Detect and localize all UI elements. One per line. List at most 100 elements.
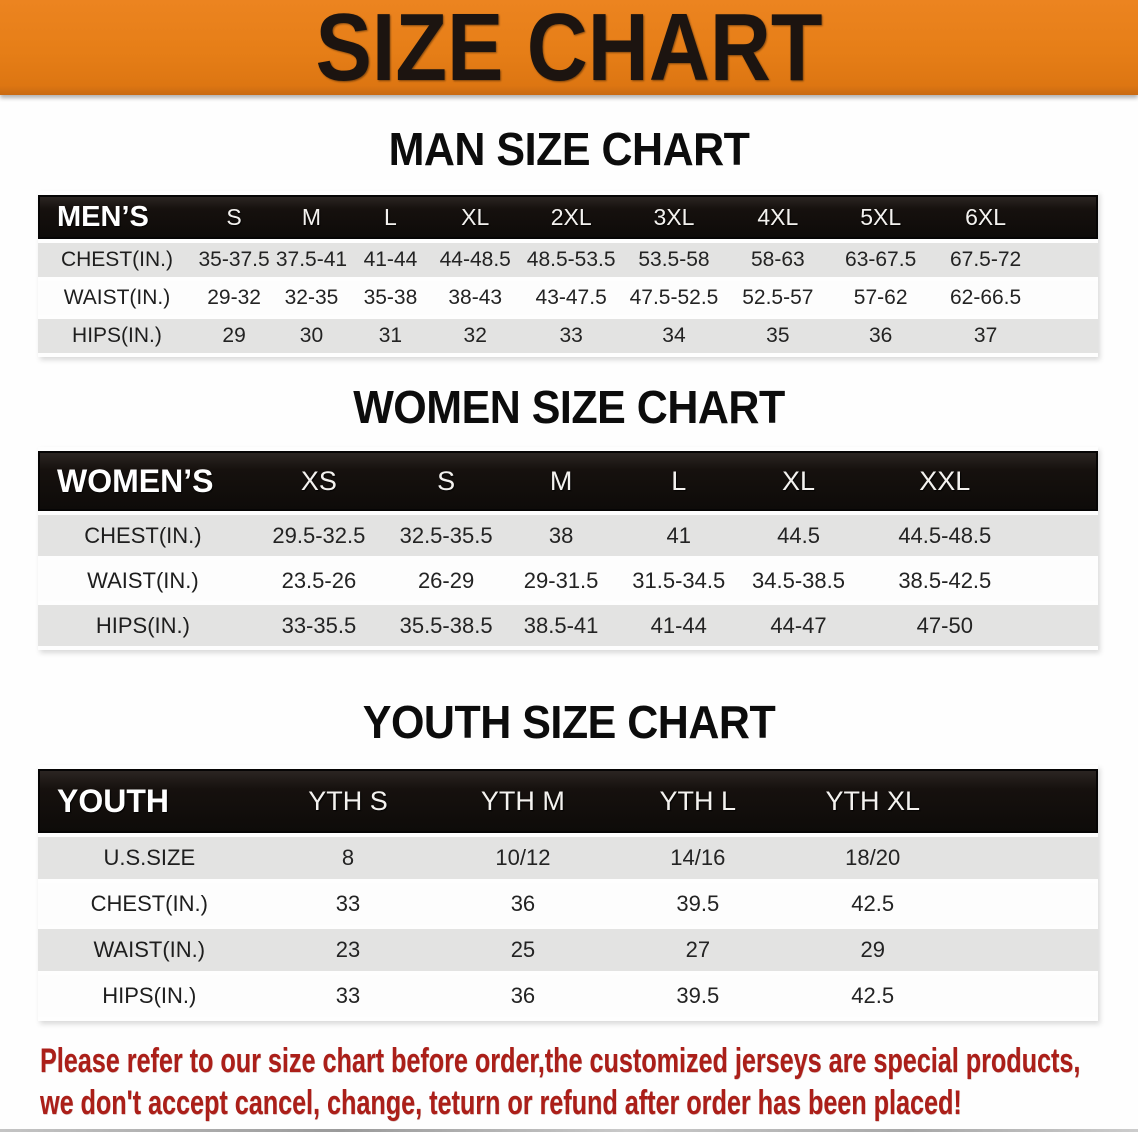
table-row: WAIST(IN.) 23 25 27 29 bbox=[38, 929, 1098, 971]
value-cell: 36 bbox=[435, 975, 611, 1017]
row-label: CHEST(IN.) bbox=[38, 515, 248, 556]
value-cell: 38.5-41 bbox=[502, 605, 620, 646]
value-cell: 41 bbox=[619, 515, 738, 556]
header-row: YOUTH YTH S YTH M YTH L YTH XL bbox=[38, 769, 1098, 833]
header-row: WOMEN’S XS S M L XL XXL bbox=[38, 451, 1098, 511]
value-cell: 37 bbox=[931, 319, 1040, 353]
size-header-cell: 2XL bbox=[520, 195, 623, 239]
women-section-title-text: WOMEN SIZE CHART bbox=[353, 382, 785, 434]
banner: SIZE CHART bbox=[0, 0, 1138, 101]
value-cell: 48.5-53.5 bbox=[520, 243, 623, 277]
value-cell: 33 bbox=[260, 883, 436, 925]
value-cell: 47.5-52.5 bbox=[622, 281, 726, 315]
value-cell: 8 bbox=[260, 837, 436, 879]
row-label: WAIST(IN.) bbox=[38, 560, 248, 601]
row-label: CHEST(IN.) bbox=[38, 243, 196, 277]
header-row: MEN’S S M L XL 2XL 3XL 4XL 5XL 6XL bbox=[38, 195, 1098, 239]
value-cell: 42.5 bbox=[785, 883, 961, 925]
row-label: WAIST(IN.) bbox=[38, 929, 261, 971]
size-header-cell: YTH XL bbox=[785, 769, 961, 833]
value-cell: 39.5 bbox=[610, 975, 786, 1017]
table-row: U.S.SIZE 8 10/12 14/16 18/20 bbox=[38, 837, 1098, 879]
men-table-header: MEN’S S M L XL 2XL 3XL 4XL 5XL 6XL bbox=[38, 195, 1098, 239]
size-header-cell: 4XL bbox=[725, 195, 830, 239]
row-spacer-cell bbox=[1030, 560, 1098, 601]
value-cell: 23 bbox=[260, 929, 436, 971]
youth-size-table: YOUTH YTH S YTH M YTH L YTH XL U.S.SIZE 8 10/1… bbox=[38, 765, 1098, 1021]
women-table-header: WOMEN’S XS S M L XL XXL bbox=[38, 451, 1098, 511]
value-cell: 32 bbox=[430, 319, 521, 353]
table-row: WAIST(IN.) 23.5-26 26-29 29-31.5 31.5-34.5 34… bbox=[38, 560, 1098, 601]
value-cell: 27 bbox=[610, 929, 786, 971]
value-cell: 63-67.5 bbox=[829, 243, 932, 277]
value-cell: 38-43 bbox=[430, 281, 521, 315]
row-label: U.S.SIZE bbox=[38, 837, 261, 879]
table-row: CHEST(IN.) 29.5-32.5 32.5-35.5 38 41 44.5 44.5… bbox=[38, 515, 1098, 556]
footer-line-1: Please refer to our size chart before or… bbox=[40, 1040, 1138, 1082]
row-spacer-cell bbox=[1039, 243, 1098, 277]
header-spacer-cell bbox=[1039, 195, 1098, 239]
size-header-cell: XL bbox=[430, 195, 521, 239]
women-size-table: WOMEN’S XS S M L XL XXL CHEST(IN.) 29.5-32.5 32.… bbox=[38, 447, 1098, 650]
table-row: CHEST(IN.) 33 36 39.5 42.5 bbox=[38, 883, 1098, 925]
value-cell: 25 bbox=[435, 929, 611, 971]
row-spacer-cell bbox=[1030, 605, 1098, 646]
value-cell: 26-29 bbox=[389, 560, 503, 601]
banner-title: SIZE CHART bbox=[315, 0, 823, 101]
table-header-label: WOMEN’S bbox=[38, 451, 248, 511]
size-header-cell: S bbox=[195, 195, 273, 239]
value-cell: 32.5-35.5 bbox=[389, 515, 503, 556]
size-header-cell: 5XL bbox=[829, 195, 932, 239]
row-label: CHEST(IN.) bbox=[38, 883, 261, 925]
table-row: HIPS(IN.) 29 30 31 32 33 34 35 36 37 bbox=[38, 319, 1098, 353]
row-label: HIPS(IN.) bbox=[38, 319, 196, 353]
youth-table-header: YOUTH YTH S YTH M YTH L YTH XL bbox=[38, 769, 1098, 833]
table-header-label: MEN’S bbox=[38, 195, 196, 239]
value-cell: 67.5-72 bbox=[931, 243, 1040, 277]
row-spacer-cell bbox=[960, 975, 1098, 1017]
size-header-cell: 3XL bbox=[622, 195, 726, 239]
value-cell: 29-32 bbox=[195, 281, 273, 315]
table-row: CHEST(IN.) 35-37.5 37.5-41 41-44 44-48.5 48.5… bbox=[38, 243, 1098, 277]
value-cell: 38 bbox=[502, 515, 620, 556]
value-cell: 57-62 bbox=[829, 281, 932, 315]
row-spacer-cell bbox=[960, 929, 1098, 971]
size-header-cell: YTH S bbox=[260, 769, 436, 833]
value-cell: 35-37.5 bbox=[195, 243, 273, 277]
value-cell: 44.5 bbox=[737, 515, 860, 556]
men-section-title: MAN SIZE CHART bbox=[0, 125, 1138, 176]
table-row: WAIST(IN.) 29-32 32-35 35-38 38-43 43-47.5 47.… bbox=[38, 281, 1098, 315]
value-cell: 35.5-38.5 bbox=[389, 605, 503, 646]
size-header-cell: XS bbox=[247, 451, 390, 511]
men-table-body: CHEST(IN.) 35-37.5 37.5-41 41-44 44-48.5 48.5… bbox=[38, 243, 1098, 353]
bottom-edge-line bbox=[0, 1129, 1138, 1132]
value-cell: 29 bbox=[195, 319, 273, 353]
row-spacer-cell bbox=[1039, 281, 1098, 315]
value-cell: 41-44 bbox=[619, 605, 738, 646]
row-label: WAIST(IN.) bbox=[38, 281, 196, 315]
size-header-cell: S bbox=[389, 451, 503, 511]
size-header-cell: YTH L bbox=[610, 769, 786, 833]
value-cell: 18/20 bbox=[785, 837, 961, 879]
row-spacer-cell bbox=[960, 883, 1098, 925]
value-cell: 36 bbox=[435, 883, 611, 925]
size-header-cell: YTH M bbox=[435, 769, 611, 833]
size-header-cell: XXL bbox=[859, 451, 1031, 511]
section-youth: YOUTH SIZE CHART YOUTH YTH S YTH M YTH L YTH… bbox=[0, 697, 1138, 1021]
value-cell: 33-35.5 bbox=[247, 605, 390, 646]
size-header-cell: L bbox=[350, 195, 431, 239]
value-cell: 31.5-34.5 bbox=[619, 560, 738, 601]
youth-section-title-text: YOUTH SIZE CHART bbox=[362, 697, 776, 749]
women-section-title: WOMEN SIZE CHART bbox=[0, 382, 1138, 434]
table-header-label: YOUTH bbox=[38, 769, 261, 833]
section-men: MAN SIZE CHART MEN’S S M L XL 2XL 3XL 4XL 5XL 6XL… bbox=[0, 125, 1138, 357]
row-spacer-cell bbox=[1030, 515, 1098, 556]
table-row: HIPS(IN.) 33 36 39.5 42.5 bbox=[38, 975, 1098, 1017]
value-cell: 34 bbox=[622, 319, 726, 353]
footer-note: Please refer to our size chart before or… bbox=[40, 1040, 1138, 1124]
size-header-cell: 6XL bbox=[931, 195, 1040, 239]
value-cell: 41-44 bbox=[350, 243, 431, 277]
footer-line-2-text: we don't accept cancel, change, teturn o… bbox=[40, 1084, 962, 1122]
value-cell: 58-63 bbox=[725, 243, 830, 277]
